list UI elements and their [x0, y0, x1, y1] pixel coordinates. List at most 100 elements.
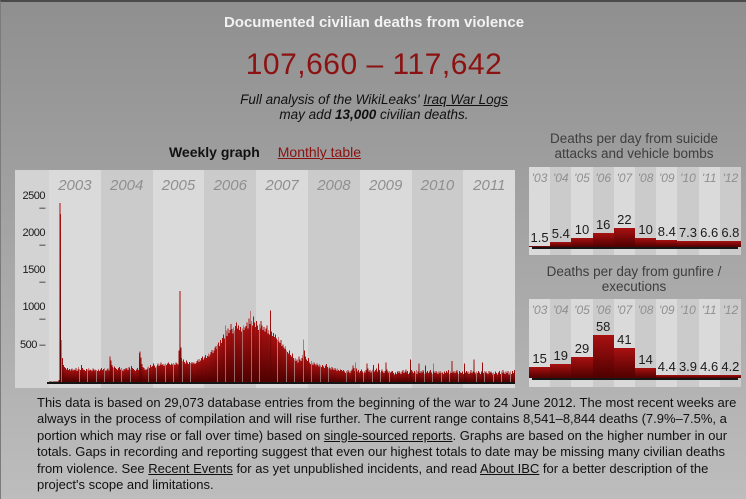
year-label: '07 — [616, 303, 633, 317]
year-band-05: '05 — [571, 167, 593, 255]
about-ibc-link[interactable]: About IBC — [480, 460, 540, 476]
bar-11 — [698, 374, 720, 378]
bar-value-label: 15 — [532, 350, 547, 366]
wikileaks-note: Full analysis of the WikiLeaks' Iraq War… — [1, 92, 746, 122]
year-band-03: '03 — [529, 299, 551, 387]
x-axis-baseline — [47, 382, 515, 384]
bar-value-label: 6.6 — [700, 225, 719, 241]
bar-value-label: 41 — [617, 331, 632, 347]
year-band-2008: 2008 — [308, 170, 360, 388]
year-band-10: '10 — [677, 167, 699, 255]
year-band-12: '12 — [719, 167, 741, 255]
year-band-2011: 2011 — [463, 170, 515, 388]
suicide-attacks-chart-title: Deaths per day from suicide attacks and … — [521, 131, 746, 161]
year-label: 2009 — [369, 177, 403, 194]
suicide-attacks-chart: '03'04'05'06'07'08'09'10'11'12 1.5 5.4 10 16… — [529, 167, 741, 255]
year-band-06: '06 — [592, 167, 614, 255]
year-label: '09 — [658, 171, 675, 185]
page-title: Documented civilian deaths from violence — [223, 14, 525, 31]
year-band-11: '11 — [698, 299, 720, 387]
bar-value-label: 7.3 — [678, 224, 698, 240]
bar-07 — [613, 227, 635, 247]
bar-value-label: 1.5 — [530, 229, 549, 245]
death-toll-range: 107,660 – 117,642 — [245, 48, 503, 81]
year-band-03: '03 — [529, 167, 551, 255]
bar-value-label: 6.8 — [721, 225, 740, 241]
x-axis-baseline — [532, 247, 738, 249]
year-label: '06 — [595, 303, 611, 317]
bar-value-label: 10 — [574, 222, 590, 238]
y-axis-tick-2500: 2500 — [15, 190, 46, 214]
bar-value-label: 3.9 — [678, 359, 698, 375]
year-band-04: '04 — [550, 167, 572, 255]
data-description: This data is based on 29,073 database en… — [37, 395, 743, 493]
gunfire-executions-chart-title: Deaths per day from gunfire / executions — [521, 264, 746, 294]
year-label: '04 — [552, 171, 569, 185]
year-label: '12 — [722, 171, 739, 185]
year-band-2003: 2003 — [49, 170, 101, 388]
year-band-2005: 2005 — [152, 170, 205, 388]
year-label: 2007 — [265, 177, 299, 194]
bar-05 — [571, 238, 593, 247]
bar-value-label: 19 — [553, 347, 569, 363]
bar-04 — [550, 242, 572, 247]
gunfire-executions-chart-title-line1: Deaths per day from gunfire / — [546, 264, 722, 279]
weekly-bars — [49, 202, 515, 382]
year-label: '04 — [552, 303, 569, 317]
data-description-text1: This data is based on 29,073 database en… — [37, 395, 737, 443]
year-label: '07 — [616, 171, 633, 185]
year-label: 2006 — [213, 177, 247, 194]
weekly-chart: 2003 2004 2005 2006 2007 2008 2009 2010 2011 2500… — [15, 170, 515, 388]
year-label: '09 — [658, 303, 675, 317]
year-label: 2008 — [317, 177, 351, 194]
year-label: '11 — [701, 303, 717, 317]
bar-10 — [677, 375, 699, 378]
bar-value-label: 22 — [617, 211, 632, 227]
wikileaks-note-number: 13,000 — [334, 107, 377, 122]
year-label: '05 — [574, 171, 590, 185]
bar-value-label: 14 — [638, 351, 653, 367]
bar-07 — [613, 347, 635, 378]
y-axis-tick-500: 500 — [15, 339, 45, 351]
year-band-12: '12 — [719, 299, 741, 387]
wikileaks-note-mid: may add — [279, 107, 335, 122]
year-band-2009: 2009 — [359, 170, 412, 388]
recent-events-link[interactable]: Recent Events — [148, 460, 233, 476]
data-description-text2: . Graphs are based on the higher number … — [37, 427, 728, 476]
year-label: 2003 — [58, 177, 92, 194]
bar-08 — [635, 238, 657, 247]
data-description-text4: for a better description of the project'… — [37, 460, 709, 493]
year-label: 2004 — [110, 177, 144, 194]
year-label: '08 — [637, 303, 654, 317]
wikileaks-note-line2: may add 13,000 civilian deaths. — [1, 107, 746, 122]
year-label: 2010 — [420, 177, 455, 194]
x-axis-baseline — [532, 378, 738, 380]
year-label: '10 — [680, 171, 696, 185]
year-label: '11 — [701, 171, 717, 185]
bar-value-label: 4.2 — [721, 358, 740, 374]
bar-value-label: 5.4 — [551, 226, 570, 242]
year-label: '06 — [595, 171, 611, 185]
single-sourced-reports-link[interactable]: single-sourced reports — [323, 427, 453, 443]
bar-11 — [698, 241, 720, 247]
bar-04 — [550, 363, 572, 378]
year-label: '03 — [531, 303, 548, 317]
bar-value-label: 10 — [638, 222, 653, 238]
bar-06 — [592, 335, 614, 378]
bar-12 — [719, 374, 741, 378]
year-label: '05 — [574, 303, 590, 317]
bar-08 — [635, 367, 657, 378]
monthly-table-link[interactable]: Monthly table — [277, 144, 362, 160]
bar-10 — [677, 240, 699, 247]
iraq-war-logs-link[interactable]: Iraq War Logs — [423, 92, 508, 107]
year-band-2010: 2010 — [411, 170, 464, 388]
wikileaks-note-line1: Full analysis of the WikiLeaks' Iraq War… — [1, 92, 746, 107]
graph-view-switcher: Weekly graph Monthly table — [15, 144, 515, 160]
bar-09 — [656, 374, 678, 378]
gunfire-executions-chart-title-line2: executions — [601, 279, 667, 294]
year-band-11: '11 — [698, 167, 720, 255]
y-axis-tick-2000: 2000 — [15, 227, 46, 251]
year-band-08: '08 — [635, 299, 657, 387]
y-axis-tick-1500: 1500 — [15, 264, 46, 288]
